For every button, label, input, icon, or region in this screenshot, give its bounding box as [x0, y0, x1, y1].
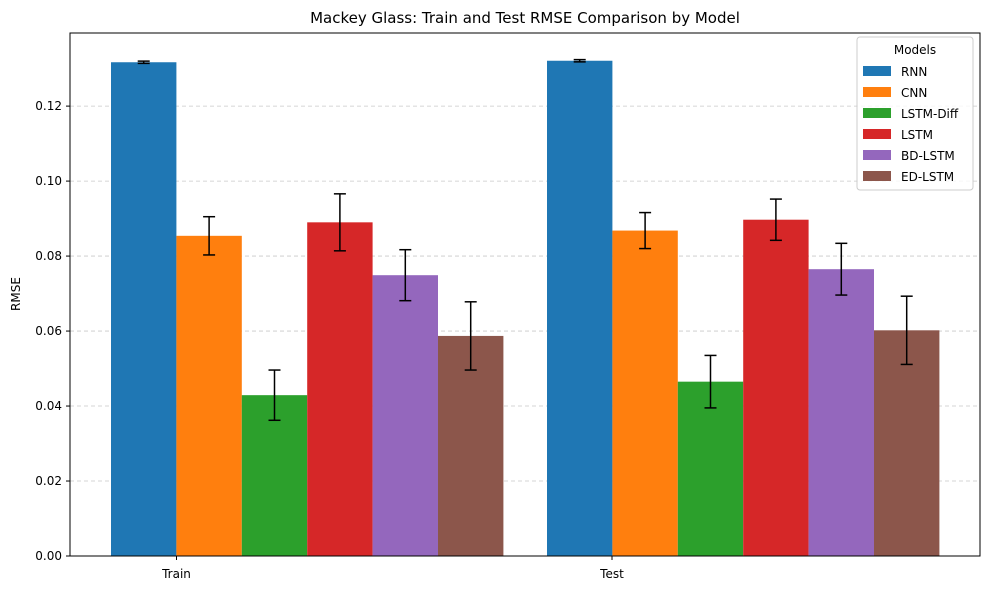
bar-bd-lstm-test: [808, 269, 874, 556]
legend-items: RNN CNN LSTM-Diff LSTM BD-LSTM ED-LSTM: [863, 65, 959, 184]
legend-label-lstm-diff: LSTM-Diff: [901, 107, 959, 121]
legend-label-lstm: LSTM: [901, 128, 933, 142]
legend-swatch-cnn: [863, 87, 891, 97]
legend-swatch-lstm: [863, 129, 891, 139]
chart-title: Mackey Glass: Train and Test RMSE Compar…: [310, 9, 740, 27]
y-tick-label: 0.02: [35, 474, 62, 488]
error-bars-layer: [137, 58, 913, 422]
legend: Models RNN CNN LSTM-Diff LSTM BD-LSTM ED-LSTM: [856, 36, 974, 191]
bar-rnn-test: [547, 60, 613, 556]
plot-area-frame: [69, 32, 981, 557]
x-axis-ticks: Train Test: [161, 556, 624, 581]
bar-rnn-train: [111, 62, 177, 556]
bar-ed-lstm-train: [438, 335, 504, 556]
legend-label-bd-lstm: BD-LSTM: [901, 149, 955, 163]
legend-title: Models: [894, 43, 936, 57]
y-tick-label: 0.10: [35, 174, 62, 188]
x-tick-label: Test: [599, 567, 624, 581]
bar-lstm-test: [743, 219, 809, 556]
bar-lstm-train: [307, 222, 373, 556]
bar-lstm-diff-train: [241, 395, 308, 556]
bar-cnn-test: [612, 230, 678, 557]
legend-swatch-rnn: [863, 66, 891, 76]
y-tick-label: 0.08: [35, 249, 62, 263]
y-tick-label: 0.06: [35, 324, 62, 338]
bar-cnn-train: [176, 235, 242, 556]
bar-bd-lstm-train: [372, 275, 438, 556]
legend-label-ed-lstm: ED-LSTM: [901, 170, 954, 184]
bars-layer: [111, 60, 940, 557]
legend-label-cnn: CNN: [901, 86, 927, 100]
legend-label-rnn: RNN: [901, 65, 927, 79]
bar-lstm-diff-test: [677, 381, 744, 556]
y-axis-ticks: 0.00 0.02 0.04 0.06 0.08 0.10 0.12: [35, 99, 70, 563]
x-tick-label: Train: [161, 567, 191, 581]
y-tick-label: 0.00: [35, 549, 62, 563]
y-tick-label: 0.12: [35, 99, 62, 113]
legend-swatch-ed-lstm: [863, 171, 891, 181]
legend-swatch-bd-lstm: [863, 150, 891, 160]
y-axis-label: RMSE: [9, 277, 23, 311]
bar-ed-lstm-test: [874, 330, 940, 556]
legend-swatch-lstm-diff: [863, 108, 891, 118]
y-tick-label: 0.04: [35, 399, 62, 413]
